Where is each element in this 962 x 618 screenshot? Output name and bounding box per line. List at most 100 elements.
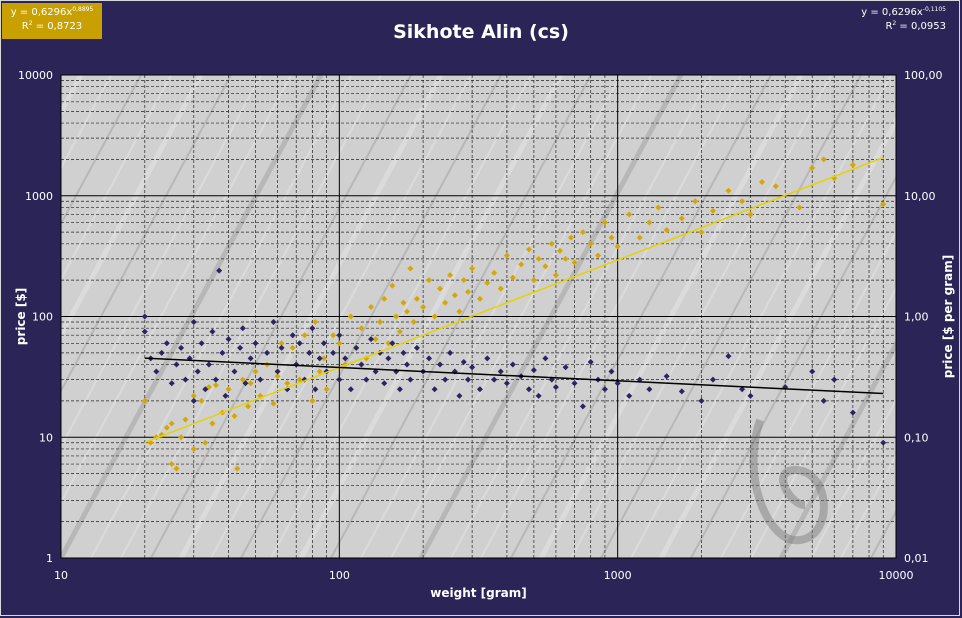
price-point — [296, 376, 303, 383]
price-point — [469, 265, 476, 272]
per-gram-point — [225, 336, 232, 343]
per-gram-point — [219, 349, 226, 356]
per-gram-point — [709, 376, 716, 383]
per-gram-point — [222, 392, 229, 399]
per-gram-point — [372, 368, 379, 375]
price-point — [141, 397, 148, 404]
per-gram-point — [141, 328, 148, 335]
price-point — [347, 313, 354, 320]
price-point — [198, 397, 205, 404]
per-gram-point — [320, 340, 327, 347]
price-trend-coefficient: 0,6296 — [31, 7, 67, 18]
x-tick-label: 1000 — [604, 569, 632, 582]
per-gram-point — [347, 386, 354, 393]
per-gram-point — [678, 388, 685, 395]
per-gram-point — [342, 355, 349, 362]
price-point — [245, 403, 252, 410]
per-gram-point — [274, 368, 281, 375]
price-point — [552, 272, 559, 279]
texture-streak — [61, 75, 142, 226]
price-point — [678, 215, 685, 222]
texture-streak — [61, 75, 172, 282]
per-gram-point — [385, 355, 392, 362]
price-point — [163, 424, 170, 431]
per-gram-point — [306, 349, 313, 356]
per-gram-point — [202, 386, 209, 393]
per-gram-point — [542, 355, 549, 362]
price-point — [568, 234, 575, 241]
per-gram-point — [407, 376, 414, 383]
per-gram-point — [153, 368, 160, 375]
price-point — [608, 234, 615, 241]
price-point — [535, 255, 542, 262]
price-point — [437, 285, 444, 292]
price-trend-exponent: 0,8895 — [72, 6, 94, 13]
per-gram-point — [216, 267, 223, 274]
price-point — [571, 259, 578, 266]
per-gram-point — [358, 361, 365, 368]
per-gram-point — [389, 340, 396, 347]
per-gram-point — [278, 344, 285, 351]
per-gram-point — [368, 336, 375, 343]
per-gram-point — [601, 386, 608, 393]
price-point — [451, 292, 458, 299]
per-gram-point — [608, 368, 615, 375]
price-point — [880, 201, 887, 208]
price-point — [636, 234, 643, 241]
per-gram-point — [426, 355, 433, 362]
per-gram-point — [242, 380, 249, 387]
price-point — [601, 219, 608, 226]
per-gram-point — [168, 380, 175, 387]
per-gram-trend-equation: y = 0,6296x-0,1105 R2 = 0,0953 — [836, 6, 946, 38]
price-point — [202, 439, 209, 446]
price-point — [709, 207, 716, 214]
price-point — [562, 255, 569, 262]
texture-streak — [61, 75, 112, 170]
price-point — [420, 303, 427, 310]
x-tick-label: 10 — [54, 569, 68, 582]
price-point — [316, 368, 323, 375]
price-point — [182, 416, 189, 423]
price-point — [173, 465, 180, 472]
price-point — [849, 161, 856, 168]
per-gram-point — [442, 376, 449, 383]
per-gram-trend-coefficient: 0,6296 — [881, 7, 917, 18]
price-trendline — [144, 156, 884, 444]
per-gram-point — [173, 361, 180, 368]
price-point — [509, 274, 516, 281]
y2-tick-label: 10,00 — [904, 190, 936, 203]
price-point — [381, 295, 388, 302]
price-point — [646, 219, 653, 226]
per-gram-point — [336, 332, 343, 339]
per-gram-point — [209, 328, 216, 335]
price-point — [252, 368, 259, 375]
price-point — [239, 376, 246, 383]
per-gram-point — [336, 376, 343, 383]
per-gram-point — [237, 344, 244, 351]
y2-tick-label: 0,10 — [904, 431, 929, 444]
watermark-logo — [749, 418, 828, 545]
price-point — [396, 328, 403, 335]
price-point — [465, 288, 472, 295]
per-gram-point — [316, 355, 323, 362]
price-point — [747, 211, 754, 218]
per-gram-point — [465, 376, 472, 383]
y-tick-label: 1000 — [25, 190, 53, 203]
per-gram-point — [587, 358, 594, 365]
price-point — [393, 313, 400, 320]
per-gram-point — [257, 376, 264, 383]
price-point — [231, 412, 238, 419]
per-gram-point — [739, 386, 746, 393]
price-point — [530, 277, 537, 284]
price-point — [809, 164, 816, 171]
per-gram-point — [503, 380, 510, 387]
y2-tick-label: 1,00 — [904, 311, 929, 324]
per-gram-point — [626, 392, 633, 399]
per-gram-point — [381, 380, 388, 387]
price-point — [739, 198, 746, 205]
per-gram-point — [413, 344, 420, 351]
price-point — [190, 392, 197, 399]
price-point — [323, 386, 330, 393]
price-trend-r2-value: 0,8723 — [47, 21, 83, 32]
